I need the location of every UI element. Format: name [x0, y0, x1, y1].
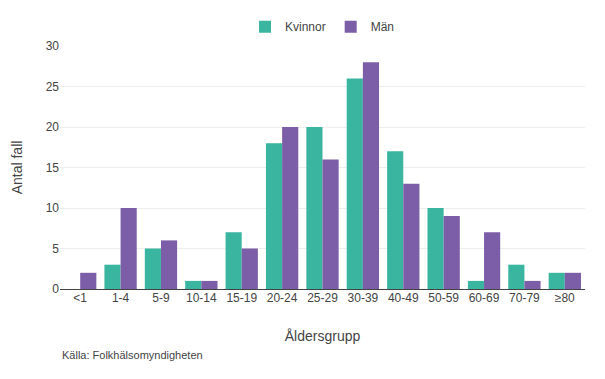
svg-text:30: 30	[46, 39, 60, 53]
svg-text:40-49: 40-49	[388, 291, 419, 305]
svg-text:1-4: 1-4	[112, 291, 130, 305]
svg-text:70-79: 70-79	[509, 291, 540, 305]
svg-text:20: 20	[46, 120, 60, 134]
svg-text:≥80: ≥80	[555, 291, 575, 305]
svg-text:Kvinnor: Kvinnor	[285, 20, 326, 34]
svg-text:50-59: 50-59	[428, 291, 459, 305]
svg-text:25: 25	[46, 80, 60, 94]
svg-text:Män: Män	[371, 20, 394, 34]
svg-text:5-9: 5-9	[152, 291, 170, 305]
svg-text:20-24: 20-24	[267, 291, 298, 305]
svg-text:15: 15	[46, 161, 60, 175]
svg-text:Antal fall: Antal fall	[9, 141, 25, 195]
svg-text:10: 10	[46, 201, 60, 215]
svg-text:60-69: 60-69	[469, 291, 500, 305]
svg-text:15-19: 15-19	[226, 291, 257, 305]
svg-text:Källa: Folkhälsomyndigheten: Källa: Folkhälsomyndigheten	[62, 349, 203, 361]
svg-text:0: 0	[52, 282, 59, 296]
svg-text:10-14: 10-14	[186, 291, 217, 305]
svg-text:30-39: 30-39	[348, 291, 379, 305]
svg-text:5: 5	[52, 242, 59, 256]
svg-text:25-29: 25-29	[307, 291, 338, 305]
svg-text:Åldersgrupp: Åldersgrupp	[285, 328, 361, 344]
svg-text:<1: <1	[73, 291, 87, 305]
